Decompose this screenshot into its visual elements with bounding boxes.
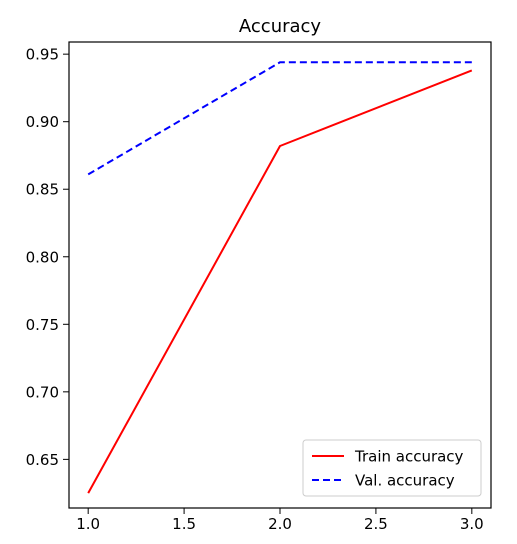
x-tick-label: 3.0: [460, 515, 484, 533]
chart-title: Accuracy: [239, 16, 322, 37]
y-tick-label: 0.75: [26, 316, 59, 334]
plot-frame: [68, 41, 492, 509]
x-tick-label: 1.5: [172, 515, 196, 533]
y-tick-label: 0.80: [26, 248, 59, 266]
y-tick-label: 0.70: [26, 383, 59, 401]
series-lines: [87, 61, 473, 494]
x-tick-label: 1.0: [76, 515, 100, 533]
x-tick-label: 2.0: [268, 515, 292, 533]
y-tick-label: 0.95: [26, 46, 59, 64]
y-tick-label: 0.90: [26, 113, 59, 131]
legend: Train accuracy Val. accuracy: [302, 439, 482, 497]
y-tick-label: 0.85: [26, 181, 59, 199]
series-line-2: [87, 61, 472, 176]
y-axis: 0.65 0.70 0.75 0.80 0.85 0.90 0.95: [26, 46, 69, 469]
legend-box: [302, 439, 482, 497]
y-tick-label: 0.65: [26, 451, 59, 469]
series-line-1: [87, 69, 473, 494]
legend-label-2: Val. accuracy: [355, 472, 455, 490]
legend-label-1: Train accuracy: [354, 448, 464, 466]
x-axis: 1.0 1.5 2.0 2.5 3.0: [76, 508, 484, 533]
x-tick-label: 2.5: [364, 515, 388, 533]
